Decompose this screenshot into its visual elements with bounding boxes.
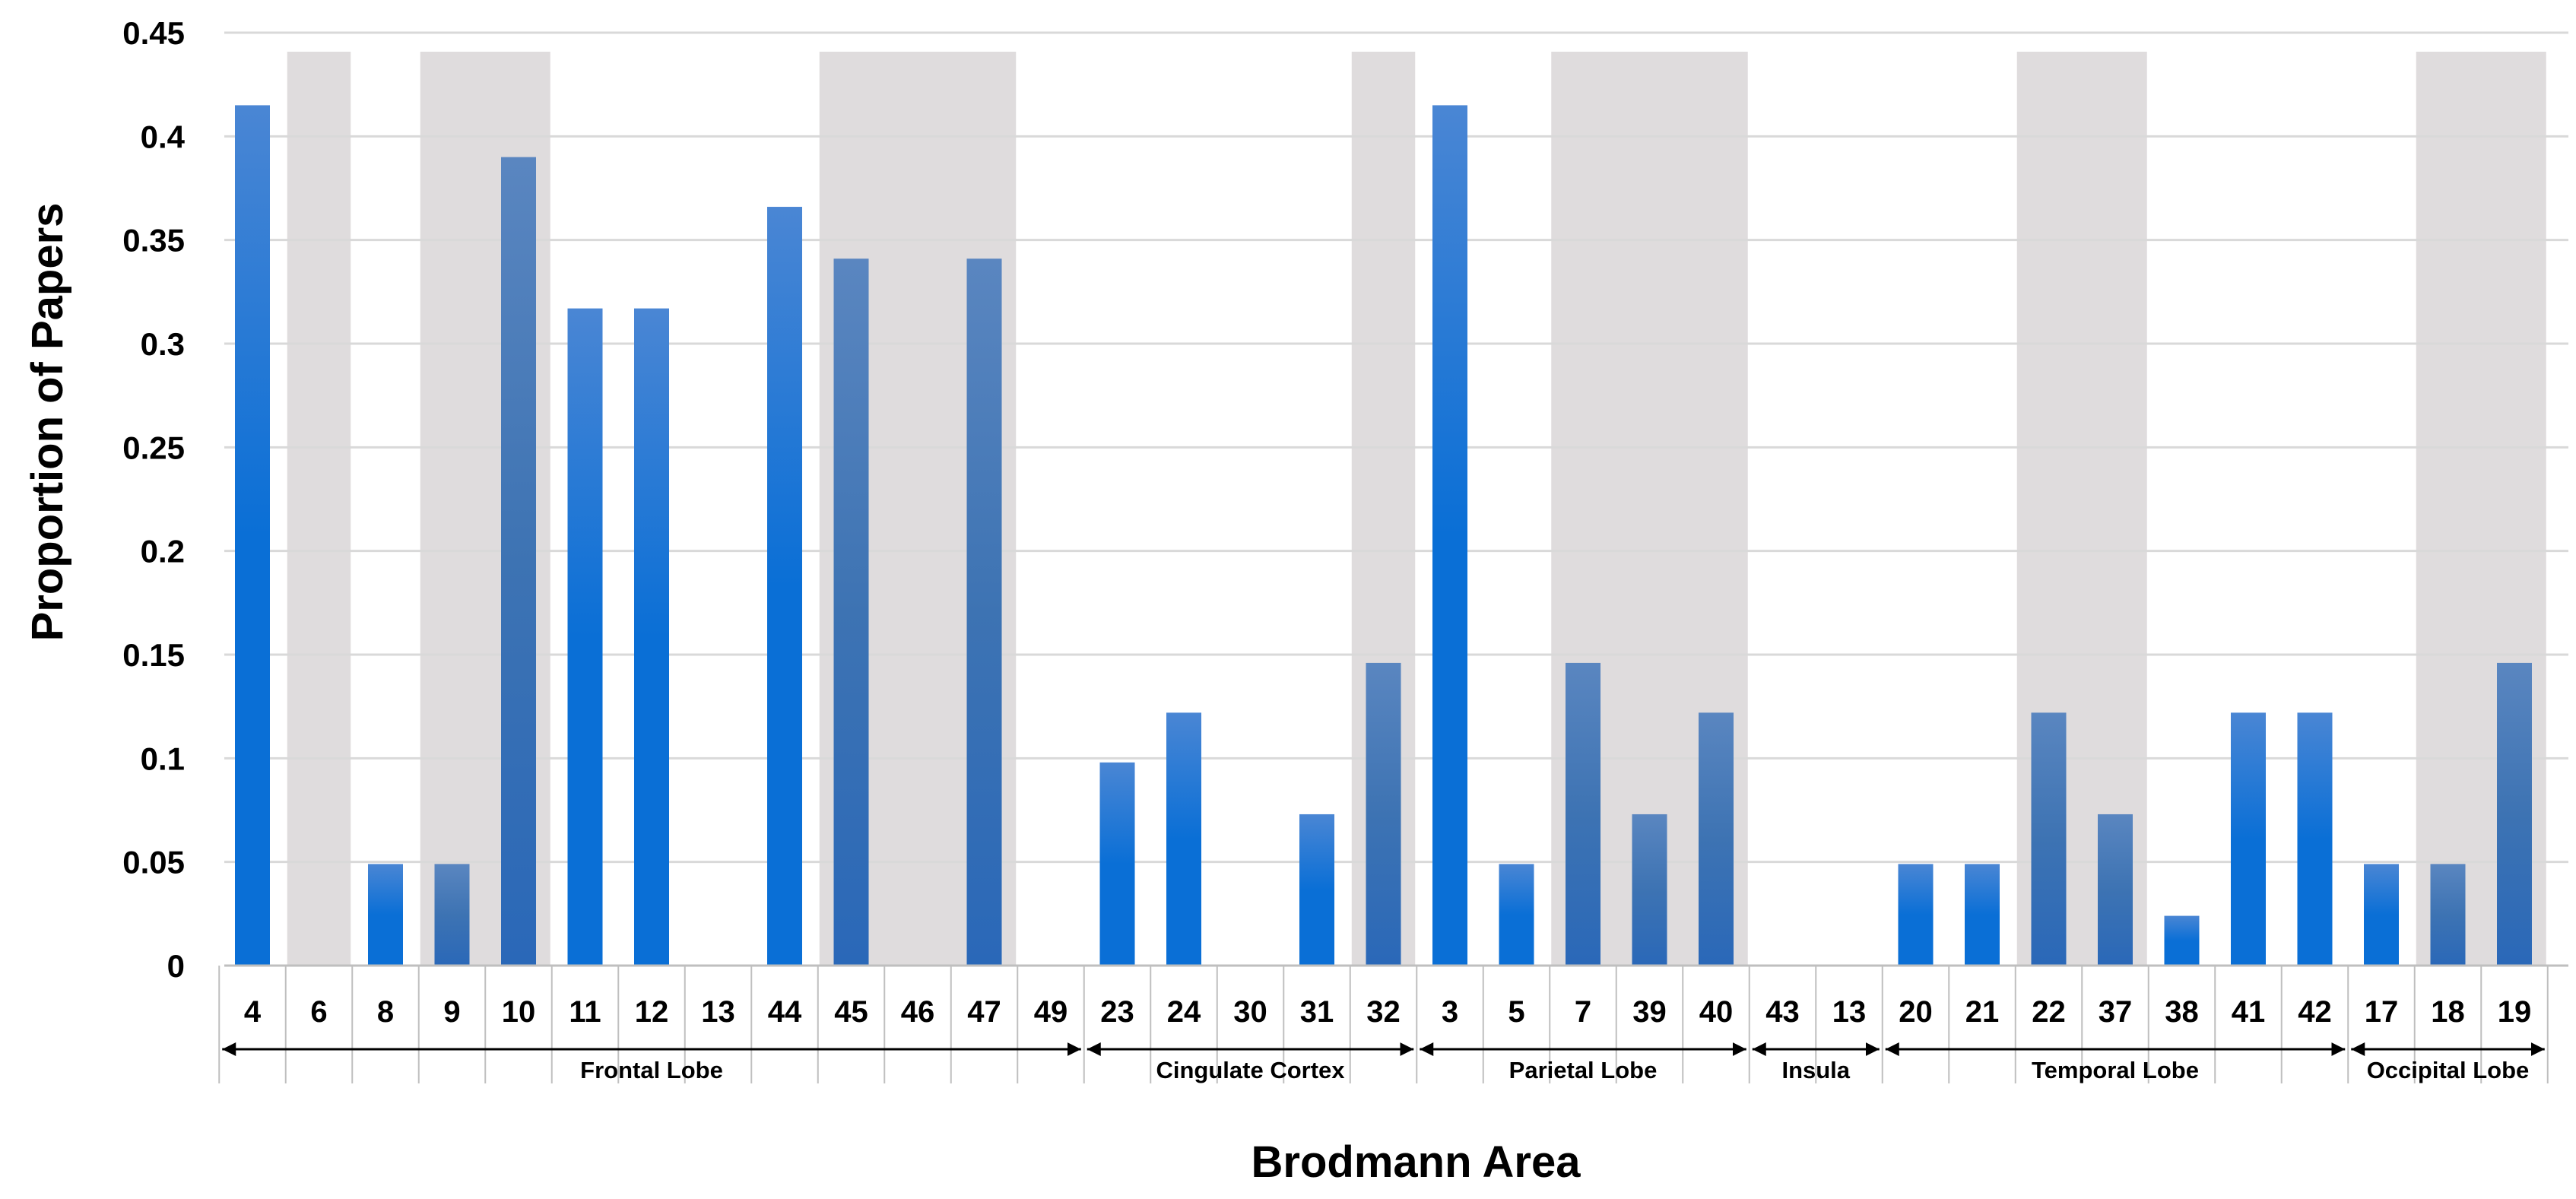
lobe-groups: Frontal Lobe Cingulate Cortex Parietal Lob… bbox=[222, 1042, 2545, 1083]
bar bbox=[1499, 864, 1534, 966]
x-tick-label: 4 bbox=[244, 995, 262, 1029]
bar bbox=[1432, 105, 1467, 966]
x-tick-label: 44 bbox=[768, 995, 802, 1029]
bar bbox=[1566, 662, 1600, 966]
group-label: Temporal Lobe bbox=[2032, 1057, 2199, 1083]
x-tick-label: 37 bbox=[2099, 995, 2133, 1029]
bar bbox=[567, 308, 603, 966]
group-label: Frontal Lobe bbox=[580, 1057, 723, 1083]
x-tick-label: 30 bbox=[1233, 995, 1267, 1029]
x-tick-label: 24 bbox=[1167, 995, 1201, 1029]
x-tick-label: 19 bbox=[2498, 995, 2532, 1029]
y-tick-label: 0.45 bbox=[122, 15, 185, 51]
x-tick-labels: 4 6 8 9 10 11 12 13 44 45 46 47 49 23 24 30 31 32 3 5 7 39 40 4… bbox=[244, 995, 2531, 1029]
bar bbox=[833, 259, 869, 966]
bar bbox=[767, 207, 802, 966]
x-tick-label: 5 bbox=[1508, 995, 1524, 1029]
group-label: Insula bbox=[1781, 1057, 1850, 1083]
x-tick-label: 11 bbox=[569, 995, 601, 1029]
bar bbox=[2364, 864, 2399, 966]
bar bbox=[1898, 864, 1934, 966]
x-tick-label: 9 bbox=[443, 995, 460, 1029]
bar bbox=[2164, 915, 2200, 966]
y-tick-label: 0.35 bbox=[122, 223, 185, 259]
x-tick-label: 10 bbox=[502, 995, 536, 1029]
x-tick-label: 20 bbox=[1899, 995, 1933, 1029]
bar bbox=[1699, 712, 1734, 966]
y-tick-label: 0.2 bbox=[141, 534, 185, 569]
bar bbox=[1099, 762, 1135, 966]
y-tick-label: 0.25 bbox=[122, 430, 185, 465]
x-tick-label: 21 bbox=[1965, 995, 2000, 1029]
y-tick-label: 0.1 bbox=[141, 741, 185, 776]
group-label: Cingulate Cortex bbox=[1156, 1057, 1345, 1083]
x-tick-label: 31 bbox=[1300, 995, 1334, 1029]
x-tick-label: 46 bbox=[901, 995, 935, 1029]
x-axis-title: Brodmann Area bbox=[1252, 1137, 1581, 1187]
bar bbox=[1366, 662, 1401, 966]
bar bbox=[1166, 712, 1201, 966]
x-tick-label: 12 bbox=[635, 995, 669, 1029]
shaded-column-bands bbox=[287, 52, 2546, 966]
bar bbox=[1965, 864, 2000, 966]
bar bbox=[2031, 712, 2067, 966]
bar bbox=[2430, 864, 2466, 966]
x-tick-label: 32 bbox=[1366, 995, 1401, 1029]
bar bbox=[1632, 814, 1667, 966]
bar bbox=[2497, 662, 2532, 966]
y-tick-label: 0 bbox=[167, 948, 185, 984]
x-tick-label: 13 bbox=[701, 995, 735, 1029]
x-tick-label: 42 bbox=[2298, 995, 2332, 1029]
x-tick-label: 17 bbox=[2365, 995, 2399, 1029]
y-tick-label: 0.4 bbox=[141, 119, 186, 154]
x-tick-label: 22 bbox=[2032, 995, 2066, 1029]
x-tick-label: 39 bbox=[1632, 995, 1667, 1029]
x-tick-label: 38 bbox=[2165, 995, 2199, 1029]
x-tick-label: 7 bbox=[1575, 995, 1591, 1029]
bar bbox=[368, 864, 403, 966]
bar bbox=[235, 105, 270, 966]
group-label: Parietal Lobe bbox=[1509, 1057, 1658, 1083]
y-tick-label: 0.05 bbox=[122, 845, 185, 880]
x-tick-label: 45 bbox=[834, 995, 868, 1029]
x-tick-label: 23 bbox=[1100, 995, 1134, 1029]
x-tick-label: 43 bbox=[1765, 995, 1800, 1029]
bar bbox=[434, 864, 470, 966]
x-tick-label: 3 bbox=[1442, 995, 1458, 1029]
y-tick-label: 0.15 bbox=[122, 637, 185, 673]
y-axis-title: Proportion of Papers bbox=[23, 203, 72, 642]
bar bbox=[2231, 712, 2266, 966]
bar bbox=[501, 157, 536, 966]
x-tick-label: 8 bbox=[377, 995, 394, 1029]
x-tick-label: 6 bbox=[310, 995, 327, 1029]
x-tick-label: 13 bbox=[1832, 995, 1867, 1029]
bar bbox=[1299, 814, 1334, 966]
x-tick-label: 47 bbox=[967, 995, 1001, 1029]
x-tick-label: 49 bbox=[1034, 995, 1068, 1029]
shade-band bbox=[287, 52, 351, 966]
bar bbox=[2297, 712, 2333, 966]
x-axis bbox=[218, 964, 2568, 1083]
bar bbox=[634, 308, 669, 966]
y-tick-label: 0.3 bbox=[141, 326, 185, 362]
y-tick-labels: 0 0.05 0.1 0.15 0.2 0.25 0.3 0.35 0.4 0.45 bbox=[122, 15, 185, 984]
bar bbox=[2098, 814, 2133, 966]
x-tick-label: 40 bbox=[1699, 995, 1734, 1029]
bars bbox=[235, 105, 2532, 966]
x-tick-label: 18 bbox=[2431, 995, 2465, 1029]
group-label: Occipital Lobe bbox=[2367, 1057, 2530, 1083]
bar bbox=[966, 259, 1002, 966]
x-tick-label: 41 bbox=[2232, 995, 2266, 1029]
